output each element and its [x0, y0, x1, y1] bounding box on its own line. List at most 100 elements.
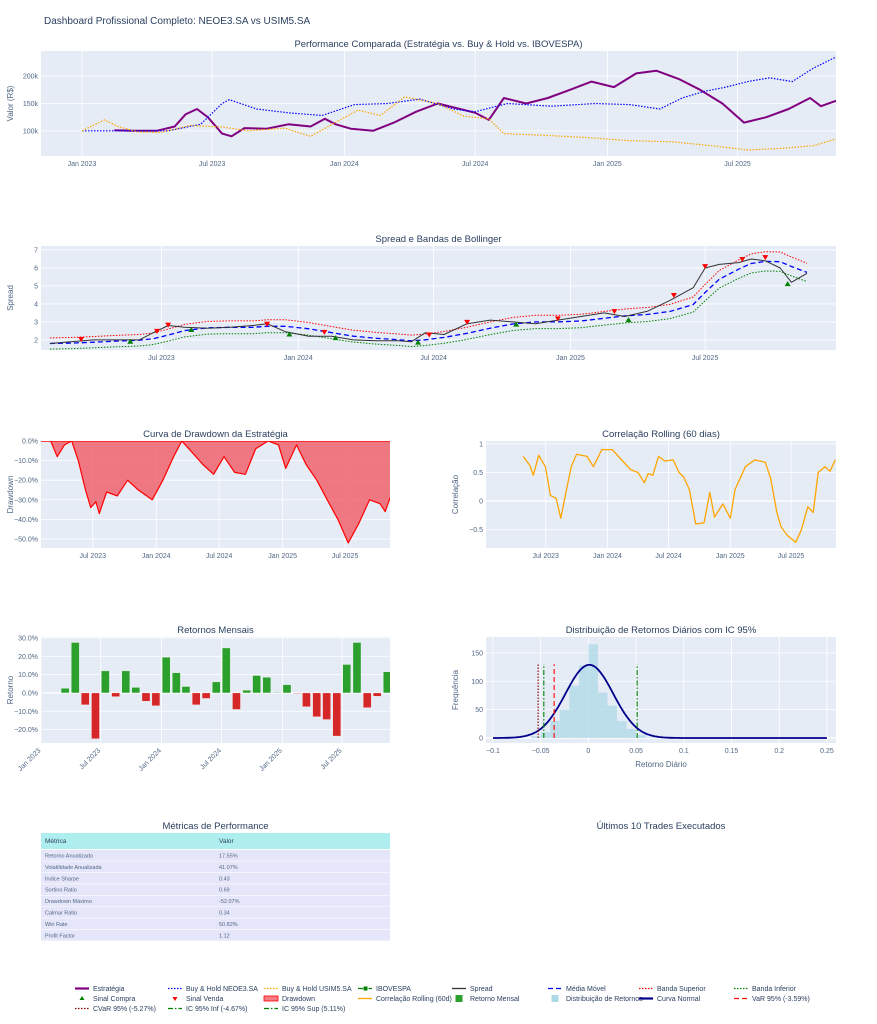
sell-signal-marker [321, 329, 328, 335]
drawdown-area [41, 441, 390, 543]
plot-marks [493, 644, 827, 739]
x-tick-label: Jan 2025 [258, 747, 283, 772]
x-tick-label: 0.2 [774, 748, 784, 755]
y-tick-label: 0.0% [22, 690, 38, 697]
legend-item[interactable]: Banda Inferior [734, 986, 797, 993]
legend-item[interactable]: Sinal Compra [79, 996, 136, 1003]
table-row-bg [41, 929, 390, 941]
x-tick-label: Jan 2024 [330, 161, 359, 168]
legend-label: Buy & Hold USIM5.SA [282, 986, 352, 993]
histogram-bar [597, 692, 608, 739]
legend-item[interactable]: Buy & Hold NEOE3.SA [168, 986, 258, 993]
legend-label: IC 95% Inf (-4.67%) [186, 1006, 247, 1013]
y-tick-label: 10.0% [18, 672, 38, 679]
y-tick-label: 1 [479, 441, 483, 448]
y-tick-label: 5 [34, 283, 38, 290]
legend-label: Correlação Rolling (60d) [376, 996, 452, 1003]
monthly-return-bar [161, 657, 171, 694]
table-row-bg [41, 850, 390, 861]
y-axis-title: Valor (R$) [6, 85, 15, 121]
plot-marks [60, 642, 390, 739]
y-axis-title: Spread [6, 285, 15, 311]
metric-name: Índice Sharpe [45, 875, 79, 882]
monthly-return-bar [272, 692, 281, 694]
metric-name: Sortino Ratio [45, 888, 77, 894]
series-line-buy-hold-usim5-sa [81, 96, 836, 151]
legend-item[interactable]: Correlação Rolling (60d) [358, 996, 452, 1003]
legend-item[interactable]: CVaR 95% (-5.27%) [75, 1006, 156, 1013]
monthly-return-bar [212, 681, 221, 694]
y-tick-label: 0 [479, 736, 483, 743]
table-row: Drawdown Máximo -52.07% [41, 895, 390, 908]
sell-signal-marker [554, 316, 561, 322]
legend-item[interactable]: Retorno Mensal [455, 995, 520, 1003]
legend-label: Média Móvel [566, 986, 606, 993]
histogram-bar [607, 705, 618, 739]
metric-value: 41.07% [219, 865, 238, 871]
x-tick-label: 0 [586, 748, 590, 755]
table-row-bg [41, 861, 390, 873]
legend-item[interactable]: Drawdown [263, 995, 315, 1003]
legend-item[interactable]: Média Móvel [548, 986, 606, 993]
sell-signal-marker [154, 328, 161, 334]
chart-title: Retornos Mensais [177, 625, 254, 636]
table-header-cell: Valor [219, 838, 235, 845]
legend-item[interactable]: Estratégia [75, 986, 125, 993]
y-tick-label: 20.0% [18, 654, 38, 661]
metric-value: -52.07% [219, 899, 240, 905]
x-tick-label: Jan 2024 [142, 553, 171, 560]
y-tick-label: −30.0% [14, 497, 38, 504]
x-tick-label: Jul 2024 [462, 161, 489, 168]
monthly-return-bar [322, 692, 331, 720]
monthly-return-bar [312, 692, 321, 717]
legend-label: Distribuição de Retornos [566, 996, 643, 1003]
legend-item[interactable]: Banda Superior [639, 986, 706, 993]
legend-item[interactable]: VaR 95% (-3.59%) [734, 996, 810, 1003]
legend-label: IC 95% Sup (5.11%) [282, 1006, 345, 1013]
distribution-chart: −0.1 −0.05 0 0.05 0.1 0.15 0.2 0.25 0 50 100 150 Dis… [451, 625, 836, 769]
monthly-return-bar [60, 688, 70, 694]
legend-item[interactable]: IBOVESPA [358, 986, 411, 993]
table-row-bg [41, 895, 390, 907]
monthly_returns-chart: Jan 2023 Jul 2023 Jan 2024 Jul 2024 Jan 2025… [6, 625, 390, 773]
chart-title: Curva de Drawdown da Estratégia [143, 429, 288, 440]
legend-label: Drawdown [282, 996, 315, 1003]
buy-signal-marker [332, 335, 339, 341]
y-tick-label: −50.0% [14, 536, 38, 543]
legend-item[interactable]: IC 95% Sup (5.11%) [264, 1006, 345, 1013]
chart-title: Distribuição de Retornos Diários com IC … [566, 625, 757, 636]
metric-value: 0.34 [219, 911, 230, 917]
legend-item[interactable]: Spread [452, 986, 493, 993]
monthly-return-bar [372, 692, 382, 697]
table-row: Profit Factor 1.12 [41, 929, 390, 942]
monthly-return-bar [192, 692, 201, 706]
legend-item[interactable]: Distribuição de Retornos [551, 995, 644, 1003]
x-tick-label: Jul 2023 [199, 161, 226, 168]
monthly-return-bar [111, 692, 120, 697]
monthly-return-bar [201, 692, 211, 699]
metric-name: Drawdown Máximo [45, 899, 92, 905]
y-axis-title: Drawdown [6, 476, 15, 514]
y-tick-label: 7 [34, 247, 38, 254]
legend-item[interactable]: Curva Normal [639, 996, 701, 1003]
histogram-bar [636, 735, 646, 739]
legend-item[interactable]: IC 95% Inf (-4.67%) [168, 1006, 247, 1013]
monthly-return-bar [342, 664, 351, 694]
series-line-buy-hold-neoe3-sa [82, 56, 836, 132]
legend-item[interactable]: Buy & Hold USIM5.SA [264, 986, 352, 993]
x-tick-label: Jul 2023 [79, 747, 103, 771]
x-tick-label: Jul 2024 [655, 553, 682, 560]
monthly-return-bar [252, 675, 261, 694]
x-tick-label: Jul 2024 [420, 355, 447, 362]
legend-label: VaR 95% (-3.59%) [752, 996, 810, 1003]
y-axis-title: Retorno [6, 675, 15, 704]
monthly-return-bar [352, 642, 362, 694]
histogram-bar [569, 685, 579, 739]
table-row: Volatilidade Anualizada 41.07% [41, 861, 390, 873]
y-tick-label: 3 [34, 319, 38, 326]
legend-item[interactable]: Sinal Venda [172, 996, 224, 1003]
legend-label: Curva Normal [657, 996, 701, 1003]
monthly-return-bar [71, 642, 80, 694]
table-row: Índice Sharpe 0.43 [41, 872, 390, 885]
